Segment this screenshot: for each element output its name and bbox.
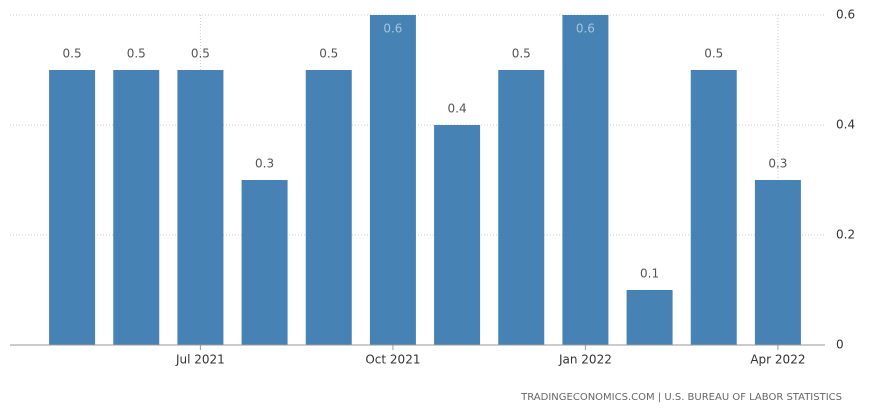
value-label: 0.5 bbox=[704, 47, 723, 61]
bar bbox=[690, 70, 737, 345]
bar bbox=[369, 15, 416, 345]
value-label: 0.6 bbox=[383, 22, 402, 36]
y-tick-label: 0.6 bbox=[836, 8, 855, 22]
value-label: 0.6 bbox=[576, 22, 595, 36]
value-label: 0.4 bbox=[448, 102, 467, 116]
bar bbox=[498, 70, 545, 345]
value-label: 0.3 bbox=[255, 157, 274, 171]
bar bbox=[113, 70, 160, 345]
value-label: 0.3 bbox=[768, 157, 787, 171]
value-label: 0.5 bbox=[63, 47, 82, 61]
y-tick-label: 0.4 bbox=[836, 118, 855, 132]
bar bbox=[626, 290, 673, 345]
x-tick-label: Apr 2022 bbox=[750, 353, 805, 367]
bar bbox=[177, 70, 224, 345]
bar bbox=[562, 15, 609, 345]
bar bbox=[305, 70, 352, 345]
source: TRADINGECONOMICS.COM | U.S. BUREAU OF LA… bbox=[520, 392, 842, 403]
bar bbox=[754, 180, 801, 345]
x-tick-label: Jan 2022 bbox=[558, 353, 612, 367]
x-tick-label: Oct 2021 bbox=[365, 353, 420, 367]
value-label: 0.1 bbox=[640, 267, 659, 281]
value-label: 0.5 bbox=[127, 47, 146, 61]
value-label: 0.5 bbox=[512, 47, 531, 61]
x-tick-label: Jul 2021 bbox=[175, 353, 225, 367]
y-tick-label: 0.2 bbox=[836, 228, 855, 242]
bar bbox=[434, 125, 481, 345]
bar bbox=[49, 70, 96, 345]
bar bbox=[241, 180, 288, 345]
value-label: 0.5 bbox=[319, 47, 338, 61]
value-label: 0.5 bbox=[191, 47, 210, 61]
y-tick-label: 0 bbox=[836, 338, 844, 352]
